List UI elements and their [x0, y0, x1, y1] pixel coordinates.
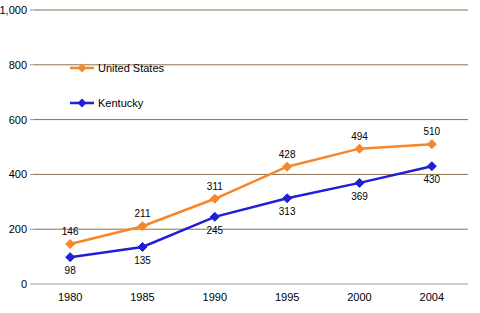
marker	[210, 194, 219, 203]
y-tick-label: 400	[9, 168, 27, 180]
tick-mark	[30, 229, 34, 230]
series-line	[70, 166, 432, 257]
legend-marker	[78, 64, 87, 73]
marker	[427, 162, 436, 171]
tick-mark	[30, 64, 34, 65]
data-label: 98	[65, 265, 77, 276]
tick-mark	[30, 119, 34, 120]
data-label: 430	[423, 174, 440, 185]
data-label: 313	[279, 206, 296, 217]
grid-line	[34, 119, 468, 120]
marker	[66, 239, 75, 248]
marker	[427, 140, 436, 149]
plot-area	[66, 140, 437, 262]
legend-label: United States	[98, 62, 165, 74]
x-tick-label: 1990	[203, 291, 227, 303]
marker	[355, 144, 364, 153]
tick-mark	[30, 174, 34, 175]
y-tick-label: 200	[9, 223, 27, 235]
data-label: 494	[351, 131, 368, 142]
marker	[283, 194, 292, 203]
data-label: 146	[62, 226, 79, 237]
data-label: 135	[134, 255, 151, 266]
data-label: 369	[351, 191, 368, 202]
marker	[210, 212, 219, 221]
x-tick-label: 2004	[420, 291, 444, 303]
legend-marker	[78, 99, 87, 108]
marker	[138, 243, 147, 252]
x-tick-label: 1985	[130, 291, 154, 303]
grid-line	[34, 10, 468, 11]
y-tick-label: 1,000	[0, 4, 27, 16]
x-tick-label: 1980	[58, 291, 82, 303]
grid-line	[34, 284, 468, 285]
y-tick-label: 0	[21, 278, 27, 290]
chart: 0 200 400 600 800 1,000 1980 1985 1990 1995 2000 20…	[0, 0, 480, 313]
series-line	[70, 144, 432, 244]
marker	[138, 222, 147, 231]
data-label: 311	[207, 181, 223, 192]
y-tick-label: 800	[9, 59, 27, 71]
legend-label: Kentucky	[98, 97, 144, 109]
data-label: 428	[279, 149, 296, 160]
data-labels: 146 211 311 428 494 510 98 135 245 313 369 430	[62, 126, 441, 276]
y-tick-label: 600	[9, 114, 27, 126]
data-label: 245	[206, 225, 223, 236]
marker	[66, 253, 75, 262]
x-tick-label: 1995	[275, 291, 299, 303]
tick-mark	[30, 10, 34, 11]
marker	[355, 178, 364, 187]
data-label: 211	[135, 208, 151, 219]
grid-line	[34, 229, 468, 230]
data-label: 510	[423, 126, 440, 137]
x-tick-label: 2000	[347, 291, 371, 303]
legend: United States Kentucky	[70, 62, 165, 109]
tick-mark	[30, 284, 34, 285]
marker	[283, 162, 292, 171]
